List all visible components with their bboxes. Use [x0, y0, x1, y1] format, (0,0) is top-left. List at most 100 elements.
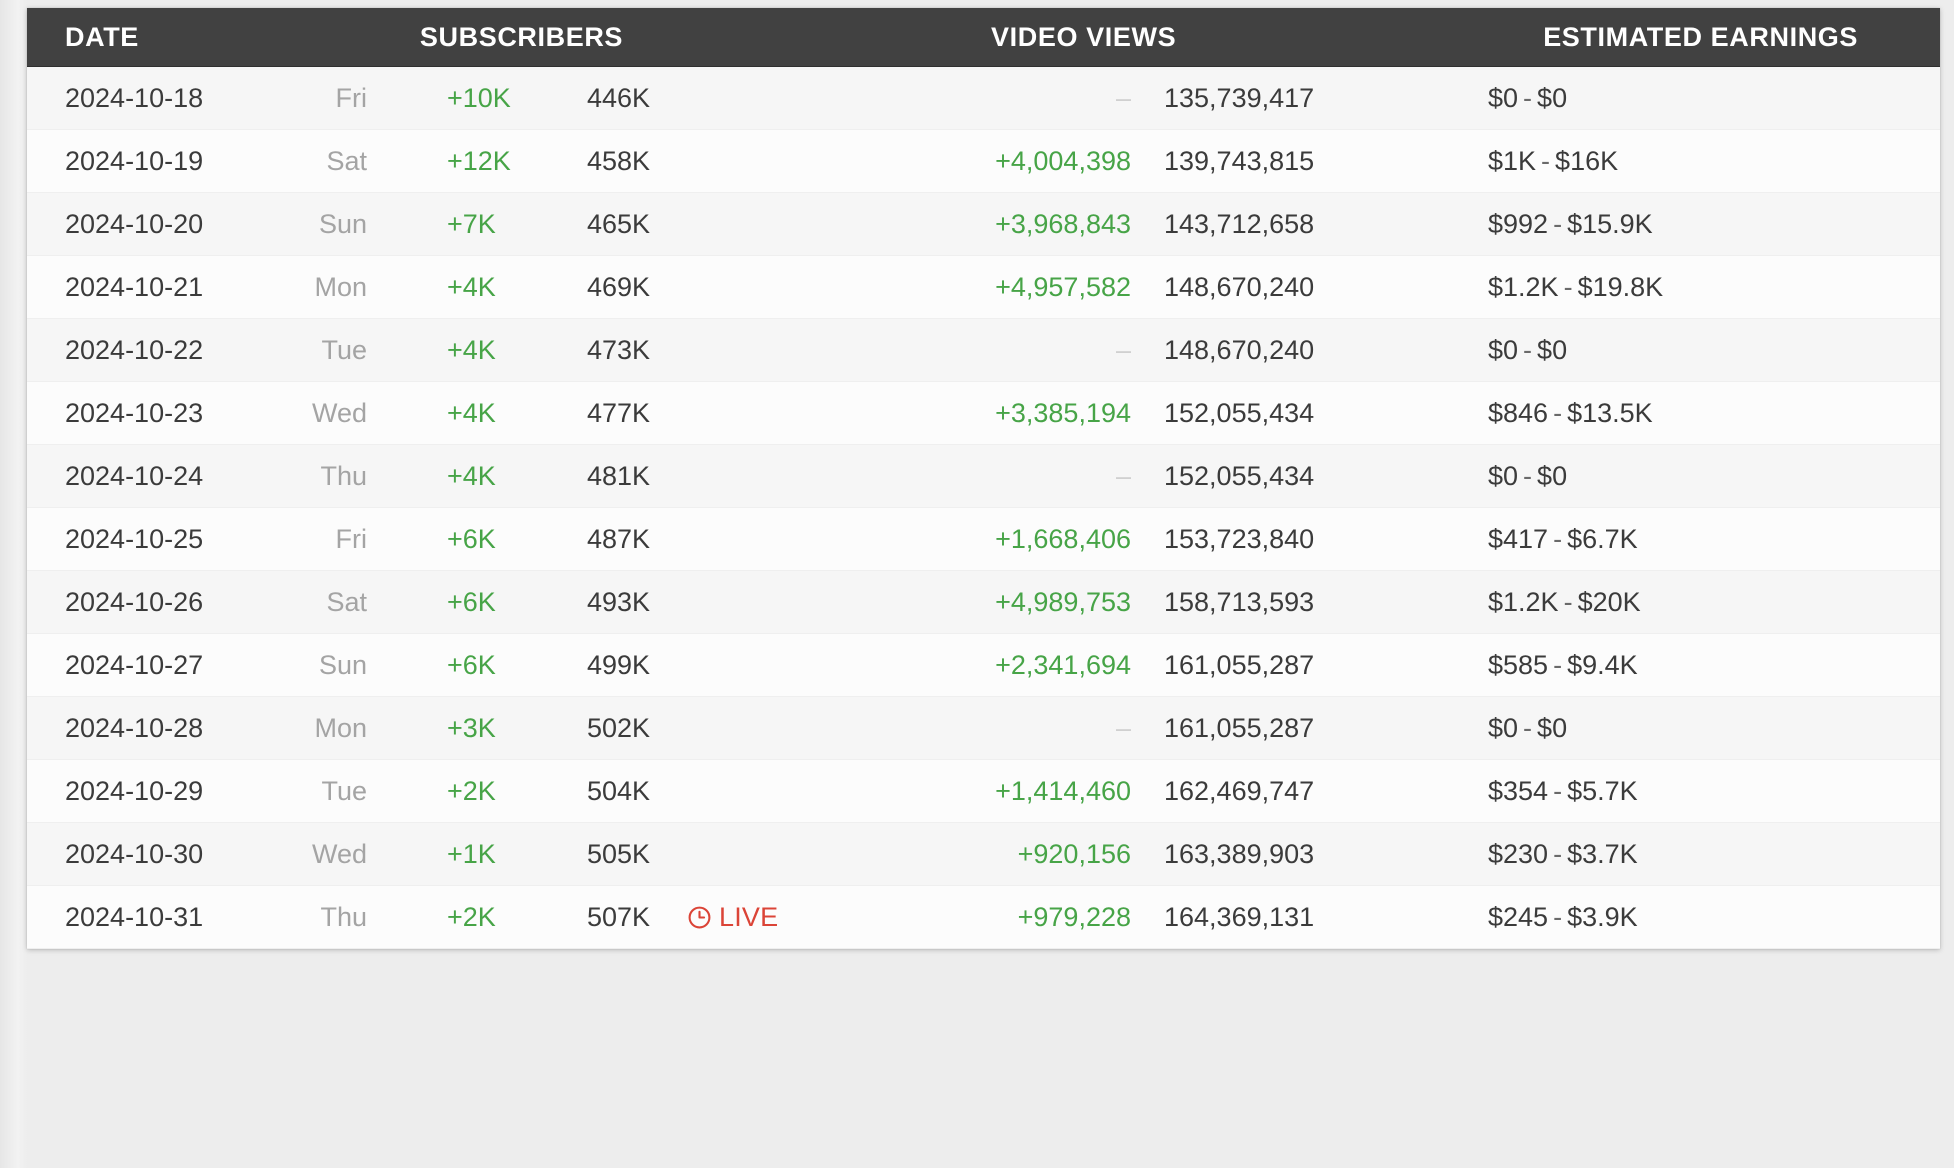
table-row[interactable]: 2024-10-25 Fri +6K 487K +1,668,406 153,723,84…: [27, 508, 1940, 571]
cell-date: 2024-10-28: [65, 712, 204, 743]
table-body: 2024-10-18 Fri +10K 446K –135,739,417 $0- $0 20…: [27, 67, 1940, 949]
earnings-high: $16K: [1555, 145, 1619, 176]
cell-subscriber-total: 458K: [587, 145, 651, 176]
cell-date: 2024-10-26: [65, 586, 204, 617]
earnings-range-separator: -: [1553, 775, 1563, 806]
column-header-subscribers[interactable]: SUBSCRIBERS: [419, 21, 624, 52]
cell-estimated-earnings: $846- $13.5K: [1488, 398, 1653, 429]
cell-weekday: Tue: [321, 334, 367, 365]
cell-subscriber-total: 465K: [587, 208, 651, 239]
cell-subscriber-total: 446K: [587, 82, 651, 113]
cell-video-view-total: 143,712,658: [1164, 208, 1315, 239]
cell-video-view-delta: +4,989,753: [995, 586, 1131, 617]
table-row[interactable]: 2024-10-30 Wed +1K 505K +920,156 163,389,903 $…: [27, 823, 1940, 886]
cell-video-view-delta: +4,004,398: [995, 145, 1131, 176]
cell-estimated-earnings: $0- $0: [1488, 83, 1567, 114]
earnings-low: $354: [1488, 775, 1549, 806]
cell-estimated-earnings: $0- $0: [1488, 335, 1567, 366]
cell-subscriber-total: 499K: [587, 649, 651, 680]
empty-value-dash: –: [1115, 82, 1131, 113]
cell-date: 2024-10-30: [65, 838, 204, 869]
cell-date: 2024-10-20: [65, 208, 204, 239]
table-row[interactable]: 2024-10-29 Tue +2K 504K +1,414,460 162,469,74…: [27, 760, 1940, 823]
cell-subscriber-total: 504K: [587, 775, 651, 806]
empty-value-dash: –: [1115, 334, 1131, 365]
earnings-high: $13.5K: [1567, 397, 1653, 428]
cell-estimated-earnings: $1K - $16K: [1488, 146, 1618, 177]
cell-video-view-delta: +4,957,582: [995, 271, 1131, 302]
cell-video-view-total: 164,369,131: [1164, 901, 1315, 932]
cell-subscriber-delta: +3K: [447, 712, 496, 743]
table-row[interactable]: 2024-10-19 Sat +12K 458K +4,004,398 139,743,8…: [27, 130, 1940, 193]
cell-video-view-delta: –: [807, 335, 1131, 366]
cell-estimated-earnings: $0- $0: [1488, 713, 1567, 744]
earnings-high: $15.9K: [1567, 208, 1653, 239]
cell-weekday: Sun: [318, 208, 367, 239]
cell-subscriber-delta: +4K: [447, 271, 496, 302]
table-row[interactable]: 2024-10-20 Sun +7K 465K +3,968,843 143,712,65…: [27, 193, 1940, 256]
earnings-high: $0: [1537, 712, 1568, 743]
earnings-range-separator: -: [1563, 586, 1573, 617]
cell-weekday: Wed: [311, 397, 367, 428]
earnings-range-separator: -: [1563, 271, 1573, 302]
cell-weekday: Sat: [326, 145, 367, 176]
table-row[interactable]: 2024-10-21 Mon +4K 469K +4,957,582 148,670,24…: [27, 256, 1940, 319]
cell-video-view-total: 135,739,417: [1164, 82, 1315, 113]
earnings-high: $6.7K: [1567, 523, 1638, 554]
cell-subscriber-delta: +12K: [447, 145, 511, 176]
cell-video-view-total: 152,055,434: [1164, 460, 1315, 491]
column-header-video-views[interactable]: VIDEO VIEWS: [991, 21, 1177, 52]
clock-icon: [687, 905, 712, 930]
cell-estimated-earnings: $1.2K - $19.8K: [1488, 272, 1663, 303]
earnings-high: $9.4K: [1567, 649, 1638, 680]
table-row[interactable]: 2024-10-18 Fri +10K 446K – 135,739,417 $0- $0: [27, 67, 1940, 130]
table-row[interactable]: 2024-10-23 Wed +4K 477K +3,385,194 152,055,43…: [27, 382, 1940, 445]
earnings-high: $3.7K: [1567, 838, 1638, 869]
table-row[interactable]: 2024-10-27 Sun +6K 499K +2,341,694 161,055,28…: [27, 634, 1940, 697]
cell-video-view-total: 158,713,593: [1164, 586, 1315, 617]
cell-estimated-earnings: $230- $3.7K: [1488, 839, 1638, 870]
cell-video-view-delta: +3,385,194: [995, 397, 1131, 428]
cell-subscriber-delta: +4K: [447, 460, 496, 491]
cell-subscriber-delta: +1K: [447, 838, 496, 869]
cell-weekday: Mon: [314, 271, 367, 302]
earnings-high: $0: [1537, 82, 1568, 113]
cell-weekday: Thu: [320, 460, 367, 491]
cell-estimated-earnings: $1.2K - $20K: [1488, 587, 1641, 618]
earnings-range-separator: -: [1553, 523, 1563, 554]
cell-estimated-earnings: $992- $15.9K: [1488, 209, 1653, 240]
cell-weekday: Sun: [318, 649, 367, 680]
cell-video-view-delta: +1,414,460: [995, 775, 1131, 806]
earnings-low: $846: [1488, 397, 1549, 428]
earnings-low: $245: [1488, 901, 1549, 932]
table-row[interactable]: 2024-10-22 Tue +4K 473K – 148,670,240 $0- $0: [27, 319, 1940, 382]
cell-subscriber-total: 469K: [587, 271, 651, 302]
live-badge[interactable]: LIVE: [687, 902, 778, 933]
cell-date: 2024-10-31: [65, 901, 204, 932]
earnings-low: $0: [1488, 82, 1519, 113]
cell-video-view-delta: +2,341,694: [995, 649, 1131, 680]
table-row[interactable]: 2024-10-26 Sat +6K 493K +4,989,753 158,713,59…: [27, 571, 1940, 634]
cell-video-view-total: 161,055,287: [1164, 649, 1315, 680]
cell-subscriber-delta: +2K: [447, 775, 496, 806]
earnings-high: $0: [1537, 334, 1568, 365]
earnings-low: $417: [1488, 523, 1549, 554]
table-row[interactable]: 2024-10-24 Thu +4K 481K – 152,055,434 $0- $0: [27, 445, 1940, 508]
table-row[interactable]: 2024-10-31 Thu +2K 507K LIVE +979,228 164,369,…: [27, 886, 1940, 949]
earnings-range-separator: -: [1553, 208, 1563, 239]
table-row[interactable]: 2024-10-28 Mon +3K 502K – 161,055,287 $0- $0: [27, 697, 1940, 760]
cell-subscriber-total: 505K: [587, 838, 651, 869]
earnings-range-separator: -: [1553, 397, 1563, 428]
earnings-low: $1K: [1488, 145, 1537, 176]
cell-date: 2024-10-21: [65, 271, 204, 302]
column-header-date[interactable]: DATE: [65, 21, 139, 52]
cell-video-view-delta: –: [807, 461, 1131, 492]
earnings-high: $5.7K: [1567, 775, 1638, 806]
cell-video-view-delta: +920,156: [1017, 838, 1131, 869]
cell-video-view-delta: +1,668,406: [995, 523, 1131, 554]
cell-subscriber-delta: +4K: [447, 334, 496, 365]
cell-weekday: Fri: [335, 523, 367, 554]
cell-date: 2024-10-29: [65, 775, 204, 806]
cell-subscriber-total: 477K: [587, 397, 651, 428]
column-header-estimated-earnings[interactable]: ESTIMATED EARNINGS: [1543, 21, 1859, 52]
